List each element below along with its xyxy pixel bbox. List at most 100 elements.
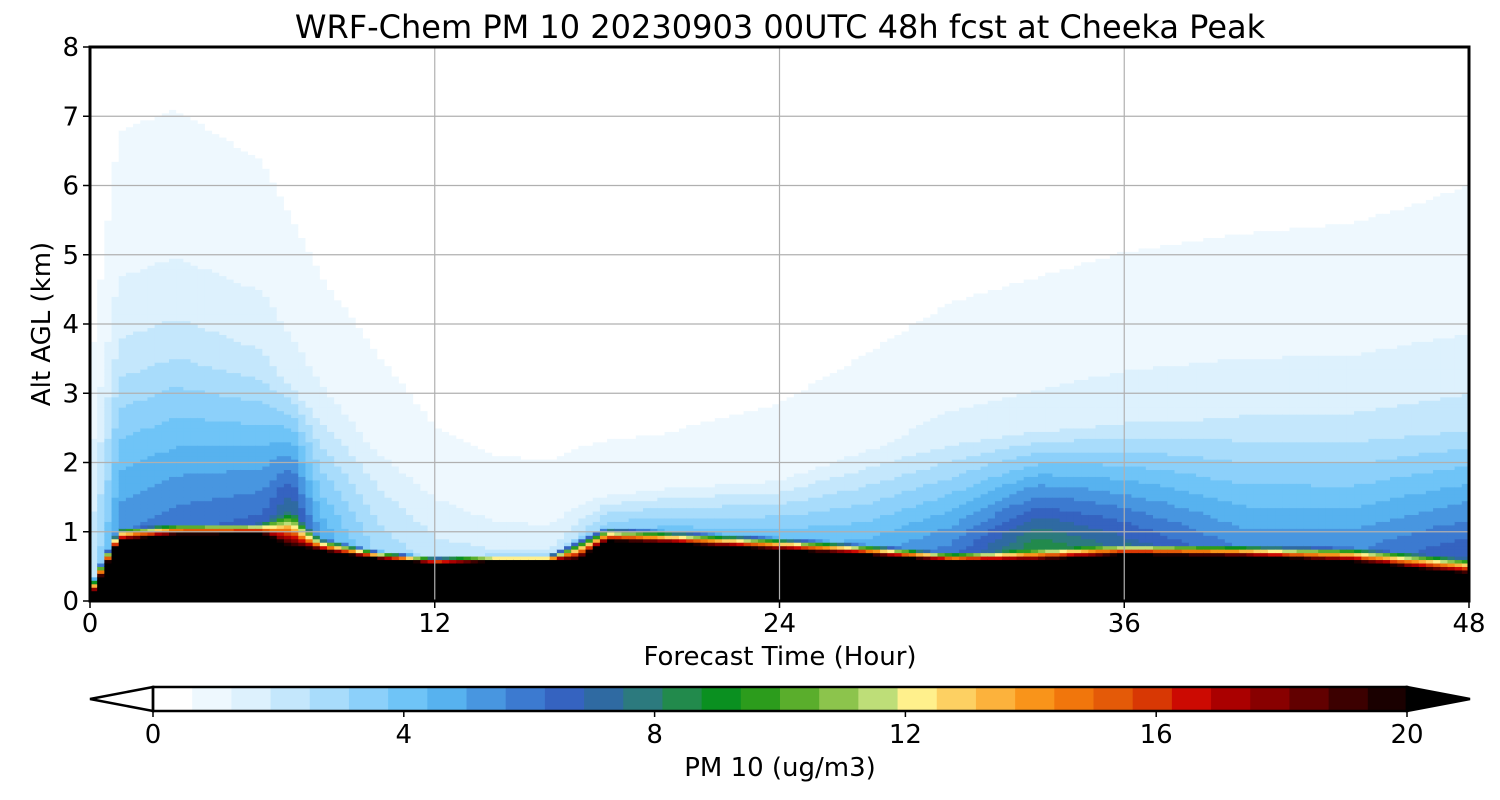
field-cell <box>298 268 307 273</box>
field-cell <box>262 431 271 436</box>
field-cell <box>176 459 184 464</box>
field-cell <box>176 98 184 103</box>
field-cell <box>197 441 206 446</box>
field-cell <box>183 116 192 121</box>
field-cell <box>190 358 199 363</box>
field-cell <box>204 199 213 204</box>
field-cell <box>125 327 134 332</box>
field-cell <box>248 209 256 214</box>
field-cell <box>111 261 120 266</box>
field-cell <box>233 434 242 439</box>
field-cell <box>118 292 127 297</box>
field-cell <box>291 195 299 200</box>
field-cell <box>125 112 134 117</box>
field-cell <box>90 292 98 297</box>
field-cell <box>118 524 127 529</box>
field-cell <box>97 351 105 356</box>
field-cell <box>118 337 127 342</box>
field-cell <box>104 237 113 242</box>
field-cell <box>305 175 314 180</box>
field-cell <box>276 178 285 183</box>
field-cell <box>276 455 285 460</box>
field-cell <box>305 60 314 65</box>
field-cell <box>125 195 134 200</box>
field-cell <box>276 251 285 256</box>
field-cell <box>298 528 307 533</box>
field-cell <box>276 98 285 103</box>
field-cell <box>255 427 263 432</box>
field-cell <box>269 486 278 491</box>
field-cell <box>176 209 184 214</box>
field-cell <box>161 573 170 578</box>
field-cell <box>125 289 134 294</box>
field-cell <box>219 285 228 290</box>
field-cell <box>176 396 184 401</box>
field-cell <box>125 285 134 290</box>
field-cell <box>90 223 98 228</box>
field-cell <box>176 594 184 599</box>
field-cell <box>104 396 113 401</box>
field-cell <box>154 130 163 135</box>
field-cell <box>176 355 184 360</box>
field-cell <box>248 559 256 564</box>
field-cell <box>298 400 307 405</box>
field-cell <box>276 150 285 155</box>
field-cell <box>125 531 134 536</box>
field-cell <box>219 400 228 405</box>
field-cell <box>305 102 314 107</box>
field-cell <box>226 445 235 450</box>
field-cell <box>97 265 105 270</box>
field-cell <box>140 476 149 481</box>
field-cell <box>90 486 98 491</box>
field-cell <box>118 490 127 495</box>
field-cell <box>204 348 213 353</box>
field-cell <box>255 452 263 457</box>
field-cell <box>169 60 177 65</box>
field-cell <box>283 348 292 353</box>
field-cell <box>176 365 184 370</box>
field-cell <box>190 504 199 509</box>
field-cell <box>204 143 213 149</box>
field-cell <box>248 285 256 290</box>
field-cell <box>276 407 285 412</box>
field-cell <box>283 74 292 79</box>
field-cell <box>240 71 249 76</box>
field-cell <box>248 195 256 200</box>
field-cell <box>226 424 235 429</box>
field-cell <box>197 431 206 436</box>
field-cell <box>283 330 292 335</box>
field-cell <box>240 459 249 464</box>
field-cell <box>240 67 249 72</box>
field-cell <box>255 465 263 471</box>
field-cell <box>176 465 184 471</box>
field-cell <box>169 587 177 592</box>
field-cell <box>169 420 177 426</box>
field-cell <box>219 289 228 294</box>
field-cell <box>183 50 192 55</box>
field-cell <box>212 112 220 117</box>
field-cell <box>269 469 278 474</box>
field-cell <box>291 341 299 346</box>
field-cell <box>226 469 235 474</box>
field-cell <box>176 67 184 72</box>
field-cell <box>240 514 249 519</box>
field-cell <box>255 472 263 477</box>
field-cell <box>276 53 285 58</box>
field-cell <box>154 313 163 318</box>
field-cell <box>219 292 228 297</box>
field-cell <box>298 285 307 290</box>
field-cell <box>226 420 235 426</box>
field-cell <box>154 337 163 342</box>
field-cell <box>248 220 256 225</box>
field-cell <box>276 507 285 512</box>
field-cell <box>276 452 285 457</box>
field-cell <box>97 71 105 76</box>
field-cell <box>276 182 285 187</box>
field-cell <box>226 185 235 190</box>
field-cell <box>161 154 170 159</box>
field-cell <box>204 258 213 263</box>
field-cell <box>169 310 177 315</box>
field-cell <box>298 310 307 315</box>
field-cell <box>154 126 163 131</box>
field-cell <box>169 112 177 117</box>
